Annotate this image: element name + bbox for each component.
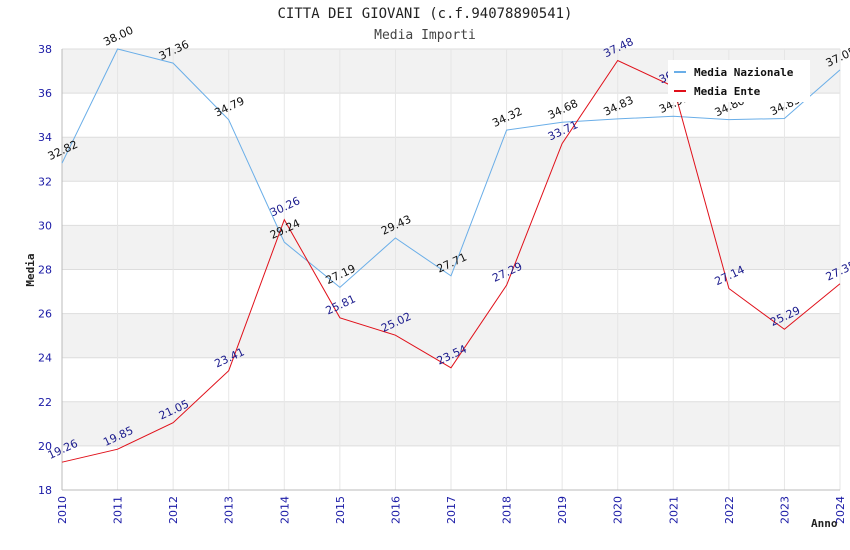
x-tick-label: 2022	[723, 496, 736, 524]
data-label: 34.32	[490, 105, 524, 130]
y-tick-label: 30	[38, 219, 52, 232]
y-tick-label: 24	[38, 352, 52, 365]
x-tick-label: 2017	[445, 496, 458, 524]
y-tick-label: 36	[38, 87, 52, 100]
y-axis-label: Media	[24, 253, 37, 286]
y-tick-label: 28	[38, 264, 52, 277]
x-tick-label: 2019	[556, 496, 569, 524]
y-tick-labels: 18 20 22 24 26 28 30 32 34 36 38	[38, 43, 52, 497]
data-label: 34.79	[212, 94, 246, 119]
legend-box	[668, 60, 810, 102]
chart-subtitle: Media Importi	[374, 28, 476, 43]
x-tick-label: 2015	[334, 496, 347, 524]
x-axis-label: Anno	[811, 517, 838, 530]
data-label: 34.68	[546, 97, 580, 122]
x-tick-label: 2023	[778, 496, 791, 524]
x-tick-label: 2024	[834, 496, 847, 524]
series-line-media-nazionale	[61, 48, 841, 289]
legend: Media Nazionale Media Ente	[668, 60, 810, 102]
x-tick-label: 2021	[667, 496, 680, 524]
x-tick-label: 2012	[167, 496, 180, 524]
grid-lines	[61, 48, 841, 491]
axes	[61, 49, 840, 491]
data-label: 38.00	[101, 24, 135, 49]
y-tick-label: 22	[38, 396, 52, 409]
chart-title: CITTA DEI GIOVANI (c.f.94078890541)	[277, 6, 572, 22]
x-tick-label: 2013	[223, 496, 236, 524]
series-line-media-ente	[61, 59, 841, 463]
x-tick-labels: 2010 2011 2012 2013 2014 2015 2016 2017 2018 2019…	[56, 496, 847, 524]
x-tick-label: 2014	[278, 496, 291, 524]
x-tick-label: 2011	[112, 496, 125, 524]
y-tick-label: 32	[38, 175, 52, 188]
x-tick-label: 2010	[56, 496, 69, 524]
y-tick-label: 18	[38, 484, 52, 497]
x-tick-label: 2020	[612, 496, 625, 524]
data-label: 34.83	[601, 94, 635, 119]
y-tick-label: 26	[38, 308, 52, 321]
legend-label: Media Ente	[694, 85, 761, 98]
y-tick-label: 20	[38, 440, 52, 453]
x-tick-label: 2016	[389, 496, 402, 524]
y-tick-label: 34	[38, 131, 52, 144]
x-tick-label: 2018	[501, 496, 514, 524]
data-label: 37.05	[824, 45, 850, 70]
data-label: 30.26	[268, 194, 302, 219]
legend-label: Media Nazionale	[694, 66, 794, 79]
y-tick-label: 38	[38, 43, 52, 56]
series-lines	[61, 48, 841, 463]
